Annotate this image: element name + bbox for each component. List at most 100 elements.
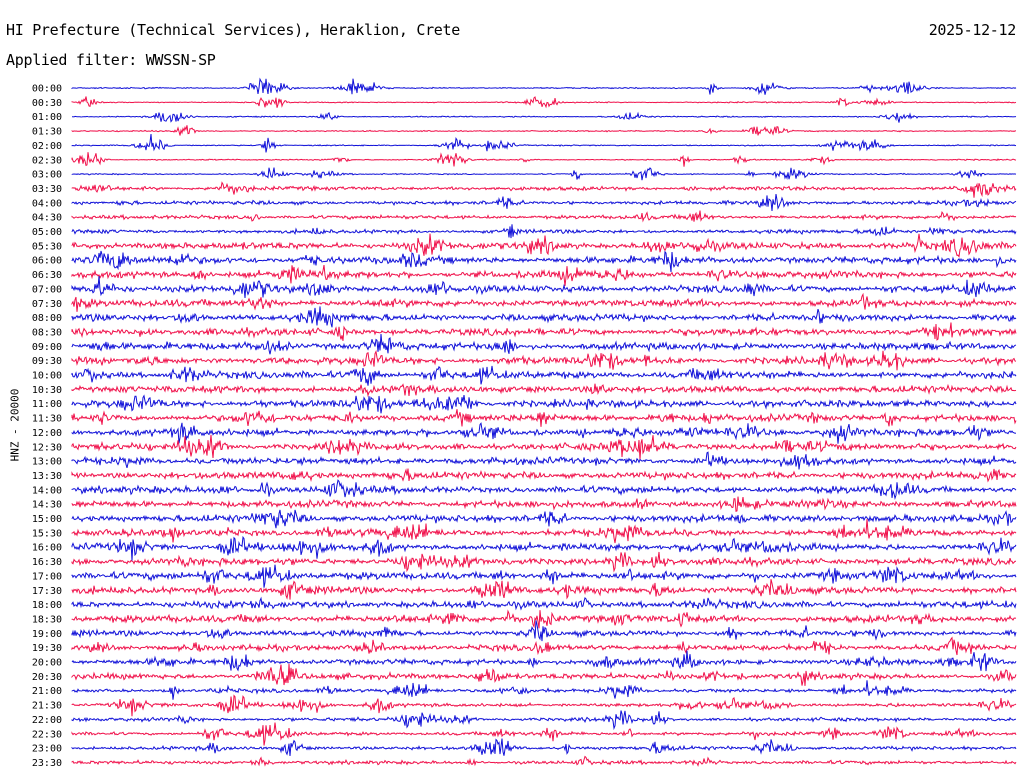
trace-time-label: 19:30 [32, 643, 62, 654]
trace-time-label: 03:00 [32, 170, 62, 181]
seismic-trace [71, 224, 1017, 239]
trace-time-label: 17:30 [32, 586, 62, 597]
trace-time-label: 23:00 [32, 744, 62, 755]
seismic-trace [71, 167, 1017, 181]
trace-time-label: 12:00 [32, 428, 62, 439]
trace-time-label: 00:00 [32, 84, 62, 95]
seismic-trace [71, 276, 1017, 299]
trace-time-label: 14:30 [32, 500, 62, 511]
seismic-trace [71, 620, 1017, 642]
trace-time-label: 07:00 [32, 284, 62, 295]
trace-time-label: 09:00 [32, 342, 62, 353]
trace-time-label: 08:00 [32, 313, 62, 324]
trace-time-label: 06:00 [32, 256, 62, 267]
trace-time-label: 00:30 [32, 98, 62, 109]
seismic-trace [71, 333, 1017, 355]
trace-time-label: 13:00 [32, 457, 62, 468]
seismic-trace [71, 409, 1017, 427]
trace-time-label: 05:00 [32, 227, 62, 238]
seismic-trace [71, 519, 1017, 544]
seismic-trace [71, 468, 1017, 483]
seismic-trace [71, 233, 1017, 258]
seismic-trace [71, 451, 1017, 470]
trace-time-label: 02:30 [32, 155, 62, 166]
trace-time-label: 09:30 [32, 356, 62, 367]
trace-time-label: 21:30 [32, 701, 62, 712]
seismic-trace [71, 710, 1016, 731]
seismic-trace [71, 551, 1016, 573]
seismic-trace [71, 738, 1017, 757]
trace-time-label: 03:30 [32, 184, 62, 195]
seismic-trace [71, 663, 1017, 686]
seismic-trace [71, 694, 1017, 717]
trace-time-label: 23:30 [32, 758, 62, 769]
trace-time-label: 11:30 [32, 414, 62, 425]
seismic-trace [71, 194, 1017, 211]
seismic-trace [71, 365, 1017, 386]
seismic-trace [71, 77, 1017, 96]
trace-time-label: 07:30 [32, 299, 62, 310]
trace-time-label: 04:00 [32, 198, 62, 209]
seismic-trace [71, 596, 1017, 611]
seismic-trace [71, 133, 1017, 153]
trace-time-label: 10:30 [32, 385, 62, 396]
trace-time-label: 12:30 [32, 442, 62, 453]
trace-time-label: 18:00 [32, 600, 62, 611]
filter-label: Applied filter: WWSSN-SP [6, 51, 216, 69]
trace-time-label: 13:30 [32, 471, 62, 482]
seismic-trace [71, 496, 1017, 513]
seismic-trace [71, 422, 1017, 444]
seismic-trace [71, 265, 1017, 287]
trace-time-label: 22:30 [32, 729, 62, 740]
seismic-trace [71, 755, 1017, 767]
seismic-trace [71, 210, 1017, 223]
trace-time-label: 16:30 [32, 557, 62, 568]
trace-time-label: 15:30 [32, 528, 62, 539]
trace-time-label: 01:30 [32, 127, 62, 138]
trace-time-label: 15:00 [32, 514, 62, 525]
seismic-trace [71, 609, 1017, 629]
seismic-trace [71, 394, 1017, 414]
trace-time-label: 04:30 [32, 213, 62, 224]
seismic-trace [71, 479, 1017, 500]
seismic-trace [71, 564, 1017, 588]
seismic-trace [71, 96, 1017, 109]
trace-time-label: 11:00 [32, 399, 62, 410]
trace-time-label: 17:00 [32, 571, 62, 582]
seismic-trace [71, 181, 1017, 198]
trace-time-label: 18:30 [32, 614, 62, 625]
seismic-trace [71, 111, 1017, 123]
trace-time-label: 08:30 [32, 327, 62, 338]
trace-time-label: 06:30 [32, 270, 62, 281]
trace-time-label: 19:00 [32, 629, 62, 640]
trace-time-label: 02:00 [32, 141, 62, 152]
seismic-trace [71, 152, 1017, 167]
seismic-trace [71, 680, 1017, 700]
seismic-trace [71, 535, 1017, 561]
seismic-trace [71, 650, 1017, 672]
trace-time-label: 01:00 [32, 112, 62, 123]
seismic-trace [71, 250, 1017, 273]
seismic-trace [71, 306, 1017, 328]
trace-time-label: 14:00 [32, 485, 62, 496]
trace-time-label: 20:30 [32, 672, 62, 683]
seismic-trace [71, 322, 1017, 341]
trace-time-label: 20:00 [32, 658, 62, 669]
seismic-trace [71, 434, 1017, 460]
trace-time-label: 05:30 [32, 241, 62, 252]
trace-time-label: 10:00 [32, 371, 62, 382]
record-date: 2025-12-12 [928, 21, 1017, 39]
station-title: HI Prefecture (Technical Services), Hera… [6, 21, 461, 39]
trace-time-label: 16:00 [32, 543, 62, 554]
seismic-trace [71, 509, 1017, 529]
seismic-trace [71, 636, 1017, 656]
seismic-trace [71, 383, 1017, 398]
seismic-trace [71, 292, 1017, 312]
seismic-trace [71, 125, 1016, 136]
trace-time-label: 22:00 [32, 715, 62, 726]
seismic-trace [71, 579, 1017, 600]
seismic-trace [71, 722, 1017, 746]
trace-time-label: 21:00 [32, 686, 62, 697]
seismic-trace [71, 349, 1017, 371]
